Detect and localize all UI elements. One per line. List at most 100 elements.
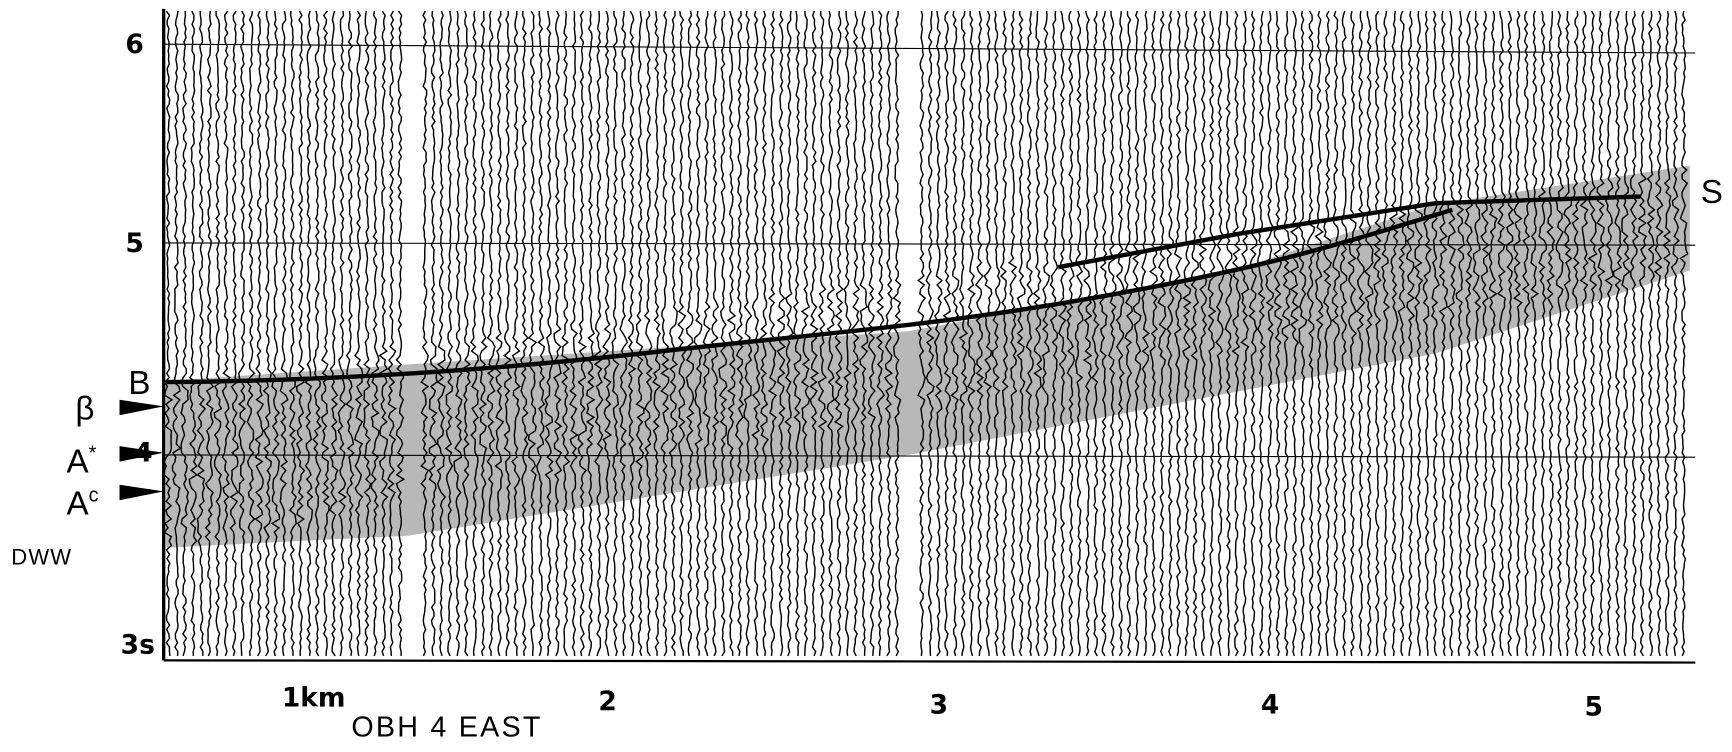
trace [792, 10, 802, 656]
time-grid [162, 8, 1696, 664]
trace [486, 10, 496, 656]
trace [329, 10, 339, 657]
trace [643, 10, 653, 657]
x-tick-label: 5 [1584, 692, 1602, 723]
trace [577, 10, 588, 657]
trace [1513, 10, 1523, 656]
trace [1571, 10, 1580, 657]
trace [246, 10, 256, 656]
phase-label-main: A [67, 444, 90, 481]
trace [1381, 10, 1391, 657]
trace [759, 10, 769, 657]
trace [660, 10, 670, 657]
phase-label: DWW [11, 544, 72, 569]
trace [1621, 10, 1631, 657]
trace [1032, 10, 1043, 657]
trace [1347, 10, 1358, 657]
trace [180, 10, 190, 657]
trace [1364, 11, 1374, 657]
trace [892, 11, 902, 657]
x-axis-caption: OBH 4 EAST [351, 712, 542, 744]
trace [1355, 10, 1366, 656]
trace [850, 11, 861, 657]
trace [163, 10, 174, 657]
trace [1322, 10, 1332, 657]
trace [453, 10, 463, 657]
trace [470, 10, 480, 657]
trace [942, 10, 952, 656]
trace [262, 10, 272, 657]
trace [221, 10, 231, 657]
trace [1265, 10, 1275, 657]
trace [536, 11, 546, 657]
trace [1207, 11, 1217, 656]
trace [196, 11, 207, 656]
trace [229, 10, 239, 657]
trace [461, 10, 471, 657]
trace [395, 10, 406, 656]
trace [627, 10, 637, 657]
x-tick-label: 2 [598, 686, 616, 717]
trace [527, 10, 538, 656]
trace [544, 10, 554, 657]
trace [1182, 10, 1192, 657]
trace [1215, 10, 1225, 657]
trace [867, 10, 876, 656]
phase-label: β [75, 391, 94, 428]
trace [1166, 10, 1175, 657]
phase-label-main: A [67, 486, 90, 523]
trace [702, 11, 712, 657]
trace [370, 10, 380, 657]
trace [1472, 10, 1482, 657]
trace [983, 10, 993, 657]
trace [1281, 10, 1291, 657]
trace [618, 11, 629, 657]
arrival-band [165, 165, 1690, 548]
trace [974, 10, 984, 656]
trace [378, 10, 389, 657]
phase-s-curve [1057, 194, 1641, 270]
trace [1273, 10, 1283, 657]
trace [1025, 11, 1034, 657]
trace [1132, 10, 1142, 657]
trace [362, 10, 372, 657]
trace [966, 11, 976, 657]
trace [270, 10, 281, 657]
trace [1480, 10, 1490, 656]
y-tick-label: 4 [134, 438, 152, 469]
trace [1331, 10, 1341, 657]
trace [917, 10, 927, 657]
phase-label-sup: c [89, 484, 99, 506]
trace [1413, 10, 1424, 657]
trace [1389, 10, 1399, 657]
trace [1430, 10, 1440, 657]
trace [593, 10, 604, 657]
trace [685, 10, 695, 657]
trace [1447, 10, 1456, 657]
trace [784, 10, 794, 657]
trace [494, 11, 505, 657]
trace [254, 10, 264, 657]
trace [1107, 11, 1117, 657]
trace [800, 11, 811, 656]
trace [1058, 10, 1068, 657]
trace [213, 11, 223, 657]
y-tick-label: 5 [125, 228, 143, 259]
phase-arrows [119, 399, 164, 501]
trace [171, 10, 182, 656]
trace [1298, 10, 1308, 657]
trace [859, 10, 869, 656]
trace [1140, 10, 1150, 657]
trace [1115, 11, 1125, 657]
trace [304, 10, 314, 657]
trace [1190, 10, 1200, 657]
trace [337, 10, 347, 657]
trace [1670, 10, 1680, 657]
trace [1372, 10, 1382, 657]
x-tick-label: 1km [282, 683, 346, 714]
trace [503, 11, 513, 656]
trace [1405, 10, 1416, 656]
trace [1679, 10, 1689, 657]
trace [1438, 10, 1448, 657]
